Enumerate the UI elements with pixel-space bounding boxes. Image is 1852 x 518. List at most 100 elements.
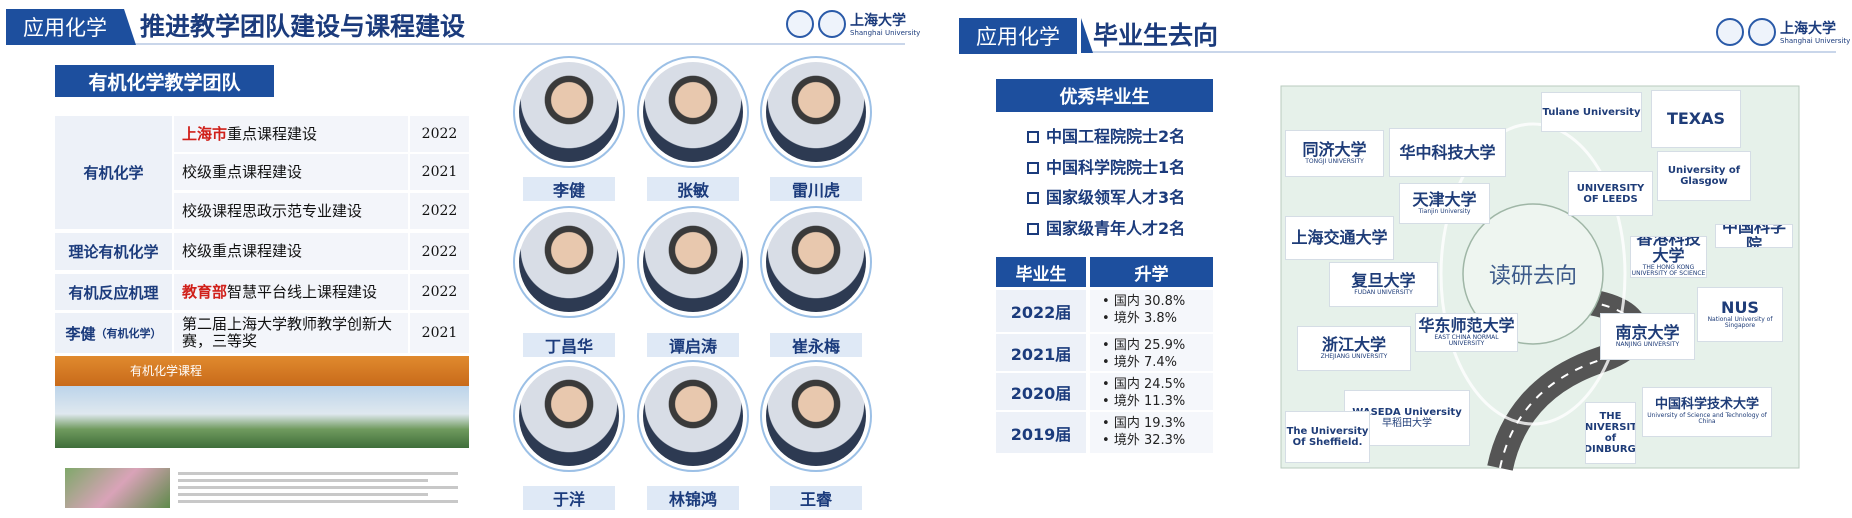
university-logo: 浙江大学 ZHEJIANG UNIVERSITY bbox=[1297, 326, 1411, 371]
member-name: 于洋 bbox=[523, 486, 615, 510]
university-name: 天津大学 bbox=[1412, 190, 1477, 210]
university-logo: University of Glasgow bbox=[1657, 151, 1751, 201]
university-logo: 香港科技大学 THE HONG KONG UNIVERSITY OF SCIENC… bbox=[1630, 236, 1707, 278]
slide-title: 毕业生去向 bbox=[1093, 21, 1219, 50]
university-sub: 早稻田大学 bbox=[1382, 418, 1432, 429]
dot: • bbox=[1102, 433, 1114, 448]
web-text-line bbox=[178, 472, 458, 475]
university-name: TEXAS bbox=[1666, 109, 1726, 129]
course-text: 校级重点课程建设 bbox=[182, 242, 303, 260]
university-logo: Tulane University bbox=[1541, 92, 1642, 132]
university-sub: National University of Singapore bbox=[1707, 315, 1773, 330]
rate-text: 国内 25.9% bbox=[1113, 338, 1186, 353]
portrait-photo bbox=[766, 366, 866, 466]
honor-item: 国家级青年人才2名 bbox=[1046, 219, 1186, 238]
portrait-photo bbox=[643, 212, 743, 312]
rate: • 境外 3.8% bbox=[1102, 310, 1177, 327]
group-name: 有机化学 bbox=[83, 164, 144, 182]
university-logo: 中国科学院 bbox=[1715, 224, 1793, 248]
table-head: 升学 bbox=[1090, 257, 1213, 287]
member-name: 李健 bbox=[523, 177, 615, 201]
rate-text: 国内 24.5% bbox=[1113, 377, 1186, 392]
year-cell: 2021 bbox=[410, 313, 469, 353]
member-name: 张敏 bbox=[647, 177, 739, 201]
group-name: 李健 bbox=[65, 324, 96, 343]
group-name: 有机反应机理 bbox=[68, 283, 159, 302]
university-logo: 中国科学技术大学 University of Science and Techno… bbox=[1642, 387, 1772, 437]
course-text: 第二届上海大学教师教学创新大赛，三等奖 bbox=[182, 315, 393, 350]
rate-text: 境外 3.8% bbox=[1113, 311, 1177, 326]
course-cell: 教育部智慧平台线上课程建设 bbox=[174, 274, 408, 310]
member-name: 雷川虎 bbox=[770, 177, 862, 201]
university-logo: 上海交通大学 bbox=[1285, 216, 1394, 260]
university-name: 中国科学技术大学 bbox=[1654, 397, 1759, 413]
university-logo: UNIVERSITY OF LEEDS bbox=[1568, 171, 1653, 216]
portrait-photo bbox=[519, 366, 619, 466]
group-name: 理论有机化学 bbox=[68, 243, 159, 261]
rate: • 国内 30.8% bbox=[1102, 293, 1185, 310]
group-label: 理论有机化学 bbox=[55, 233, 172, 270]
web-photo bbox=[65, 468, 170, 508]
university-logo: 华中科技大学 bbox=[1389, 128, 1506, 177]
portrait-photo bbox=[519, 212, 619, 312]
university-name: 浙江大学 bbox=[1321, 335, 1386, 355]
rate-text: 国内 19.3% bbox=[1113, 416, 1186, 431]
group-label: 有机反应机理 bbox=[55, 274, 172, 310]
university-name: 同济大学 bbox=[1302, 140, 1367, 160]
university-sub: FUDAN UNIVERSITY bbox=[1354, 289, 1413, 296]
rate: • 国内 25.9% bbox=[1102, 337, 1185, 354]
university-name: WASEDA University bbox=[1352, 407, 1462, 418]
web-banner bbox=[55, 386, 469, 448]
honors-title: 优秀毕业生 bbox=[996, 79, 1213, 112]
university-sub: Tianjin University bbox=[1418, 208, 1471, 215]
member-name: 谭启涛 bbox=[647, 333, 739, 357]
portrait-photo bbox=[766, 212, 866, 312]
map-center: 读研去向 bbox=[1488, 264, 1577, 289]
portrait-photo bbox=[519, 62, 619, 162]
member-name: 崔永梅 bbox=[770, 333, 862, 357]
rate-text: 国内 30.8% bbox=[1113, 294, 1186, 309]
university-logo: NUS National University of Singapore bbox=[1697, 287, 1783, 342]
university-sub: University of Science and Technology of … bbox=[1647, 411, 1767, 426]
rate: • 国内 24.5% bbox=[1102, 376, 1185, 393]
bullet bbox=[1027, 223, 1039, 235]
web-topbar bbox=[55, 356, 469, 386]
table-head: 毕业生 bbox=[996, 257, 1086, 287]
portrait-photo bbox=[643, 62, 743, 162]
slide-title: 推进教学团队建设与课程建设 bbox=[140, 12, 466, 41]
university-sub: ZHEJIANG UNIVERSITY bbox=[1320, 353, 1388, 360]
university-name: 上海交通大学 bbox=[1291, 228, 1388, 248]
honor-item: 中国科学院院士1名 bbox=[1046, 158, 1186, 177]
university-name: THE UNIVERSITY of EDINBURGH bbox=[1585, 411, 1636, 455]
bullet bbox=[1027, 131, 1039, 143]
center-circle bbox=[1462, 203, 1604, 345]
bullet bbox=[1027, 192, 1039, 204]
portrait-photo bbox=[643, 366, 743, 466]
university-sub: TONGJI UNIVERSITY bbox=[1305, 158, 1364, 165]
course: 校级课程思政示范专业建设 bbox=[182, 202, 362, 220]
web-text-line bbox=[178, 479, 428, 482]
course-cell: 校级课程思政示范专业建设 bbox=[174, 193, 408, 229]
year-cell: 2022 bbox=[410, 233, 469, 270]
year-cell: 2021 bbox=[410, 154, 469, 190]
logo-name: 上海大学 bbox=[850, 13, 906, 29]
member-name: 林锦鸿 bbox=[647, 486, 739, 510]
grad-year: 2022届 bbox=[996, 290, 1086, 332]
course: 第二届上海大学教师教学创新大赛，三等奖 bbox=[182, 316, 408, 350]
rate-cell: • 国内 30.8% • 境外 3.8% bbox=[1090, 290, 1213, 332]
rate: • 国内 19.3% bbox=[1102, 415, 1185, 432]
course-cell: 校级重点课程建设 bbox=[174, 154, 408, 190]
web-title: 有机化学课程 bbox=[130, 364, 203, 378]
portrait-photo bbox=[766, 62, 866, 162]
university-name: NUS bbox=[1721, 298, 1759, 318]
university-logo: 同济大学 TONGJI UNIVERSITY bbox=[1285, 130, 1384, 177]
rate-cell: • 国内 25.9% • 境外 7.4% bbox=[1090, 334, 1213, 371]
honor-item: 中国工程院院士2名 bbox=[1046, 127, 1186, 146]
university-name: The University Of Sheffield. bbox=[1286, 426, 1369, 448]
dot: • bbox=[1102, 338, 1114, 353]
course-highlight: 上海市 bbox=[182, 124, 228, 143]
logo-name: 上海大学 bbox=[1780, 21, 1836, 37]
university-name: 华中科技大学 bbox=[1399, 142, 1496, 162]
university-logo: The University Of Sheffield. bbox=[1285, 411, 1370, 463]
